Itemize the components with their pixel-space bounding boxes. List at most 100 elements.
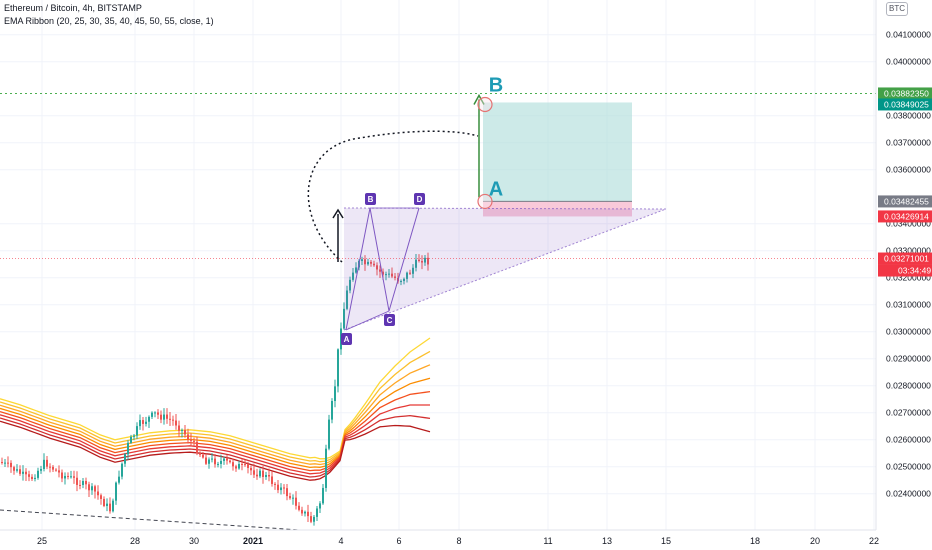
y-tick-label: 0.03300000 [886, 246, 931, 256]
candle-body [67, 475, 69, 477]
x-tick-label: 15 [661, 536, 671, 546]
pattern-point-badge[interactable] [384, 314, 395, 326]
projection-arc[interactable] [307, 130, 479, 263]
countdown-box [878, 264, 932, 277]
candle-body [319, 503, 321, 509]
candle-body [214, 458, 216, 465]
anchor-circle[interactable] [477, 96, 493, 113]
y-tick-label: 0.04000000 [886, 57, 931, 67]
candle-body [181, 429, 183, 431]
candle-body [235, 466, 237, 469]
candle-body [334, 386, 336, 401]
currency-badge[interactable]: BTC [886, 2, 908, 16]
candle-body [256, 474, 258, 477]
candle-body [85, 480, 87, 485]
candle-body [262, 470, 264, 477]
candle-body [274, 483, 276, 485]
y-tick-label: 0.02900000 [886, 354, 931, 364]
y-tick-label: 0.02500000 [886, 462, 931, 472]
candle-body [391, 273, 393, 277]
candle-body [217, 463, 219, 465]
candle-body [94, 486, 96, 492]
candle-body [112, 500, 114, 512]
price-label: 0.03271001 [884, 254, 929, 264]
target-arrow-head [473, 93, 485, 105]
candle-body [427, 257, 429, 265]
candle-body [322, 487, 324, 504]
legend: Ethereum / Bitcoin, 4h, BITSTAMP EMA Rib… [4, 2, 214, 28]
candle-body [187, 434, 189, 440]
candle-body [343, 308, 345, 329]
candle-body [349, 279, 351, 291]
candle-body [91, 486, 93, 491]
y-tick-label: 0.03200000 [886, 273, 931, 283]
candle-body [88, 484, 90, 491]
candle-body [403, 278, 405, 282]
candle-body [223, 458, 225, 461]
y-tick-label: 0.03400000 [886, 219, 931, 229]
candle-body [226, 458, 228, 461]
candle-body [220, 460, 222, 464]
candle-body [409, 272, 411, 274]
price-label: 0.03882350 [884, 88, 929, 98]
candle-body [199, 453, 201, 455]
candle-body [364, 259, 366, 265]
price-label: 0.03426914 [884, 211, 929, 221]
ema-line [0, 377, 431, 469]
candle-body [28, 474, 30, 477]
candle-body [58, 470, 60, 473]
time-axis[interactable]: 25 28 30 2021 4 6 8 11 13 15 18 20 22 [37, 536, 879, 546]
candle-body [412, 267, 414, 274]
candle-body [286, 488, 288, 497]
x-tick-label: 13 [602, 536, 612, 546]
indicator-title[interactable]: EMA Ribbon (20, 25, 30, 35, 40, 45, 50, … [4, 16, 214, 26]
candle-body [13, 467, 15, 471]
candle-body [64, 475, 66, 479]
candle-body [190, 439, 192, 441]
candle-body [253, 470, 255, 475]
impulse-arrow-head [332, 208, 344, 219]
candle-body [52, 466, 54, 470]
candle-body [382, 271, 384, 275]
abcd-pattern[interactable] [345, 207, 420, 331]
anchor-circle[interactable] [477, 193, 493, 210]
candle-body [145, 421, 147, 424]
price-axis[interactable]: 0.04100000 0.04000000 0.03800000 0.03700000… [886, 30, 931, 499]
pattern-point-badge[interactable] [341, 333, 352, 345]
abcd-diagonal [345, 310, 390, 331]
anchor-label: B [489, 74, 503, 96]
candle-body [238, 463, 240, 469]
x-tick-label: 28 [130, 536, 140, 546]
candle-body [328, 419, 330, 449]
candle-body [283, 487, 285, 489]
candle-body [292, 497, 294, 499]
candle-body [154, 412, 156, 414]
candle-body [193, 440, 195, 442]
pattern-point-badge[interactable] [414, 193, 425, 205]
candle-body [175, 420, 177, 426]
trend-line[interactable] [0, 509, 301, 530]
candle-body [163, 414, 165, 420]
candle-body [259, 470, 261, 477]
candle-body [130, 436, 132, 443]
candle-body [310, 516, 312, 522]
candle-body [46, 459, 48, 467]
candle-body [124, 454, 126, 464]
candle-body [37, 470, 39, 478]
ema-line [0, 350, 431, 463]
x-tick-label: 11 [543, 536, 552, 546]
candle-body [415, 259, 417, 268]
symbol-title[interactable]: Ethereum / Bitcoin, 4h, BITSTAMP [4, 3, 142, 13]
pattern-point-badge[interactable] [365, 193, 376, 205]
anchor-label: A [489, 178, 503, 200]
price-label-box [878, 87, 932, 100]
candle-body [31, 476, 33, 479]
candle-body [265, 475, 267, 477]
target-zone[interactable] [483, 102, 632, 202]
y-tick-label: 0.03800000 [886, 111, 931, 121]
y-tick-label: 0.02400000 [886, 489, 931, 499]
candle-body [424, 257, 426, 263]
candle-body [277, 484, 279, 491]
price-label-box [878, 98, 932, 111]
